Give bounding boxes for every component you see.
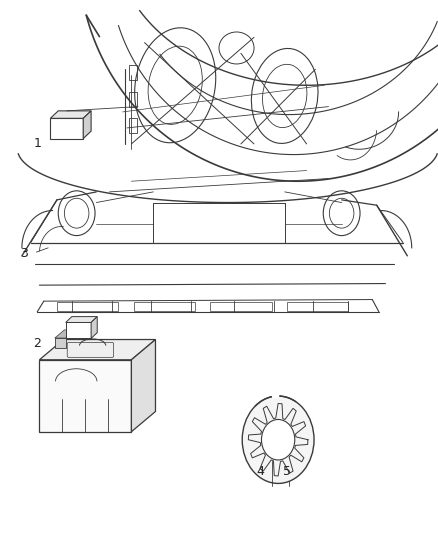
Bar — [39, 360, 131, 432]
Polygon shape — [131, 340, 155, 432]
Bar — [134, 302, 195, 311]
Polygon shape — [91, 317, 97, 338]
Circle shape — [242, 396, 314, 483]
Bar — [50, 118, 83, 139]
Bar — [129, 92, 137, 107]
Text: 4: 4 — [257, 465, 265, 478]
Text: 5: 5 — [283, 465, 291, 478]
Text: 2: 2 — [33, 337, 41, 350]
Polygon shape — [66, 317, 97, 322]
Bar — [210, 302, 272, 311]
Polygon shape — [55, 330, 75, 338]
Bar — [129, 65, 137, 80]
Bar — [66, 322, 91, 338]
Circle shape — [261, 419, 295, 460]
Bar — [129, 118, 137, 133]
Text: 1: 1 — [33, 138, 41, 150]
Polygon shape — [50, 111, 91, 118]
Polygon shape — [83, 111, 91, 139]
Bar — [55, 338, 66, 348]
Text: 3: 3 — [20, 247, 28, 260]
Bar — [57, 302, 118, 311]
Bar — [287, 302, 348, 311]
Polygon shape — [39, 340, 155, 360]
